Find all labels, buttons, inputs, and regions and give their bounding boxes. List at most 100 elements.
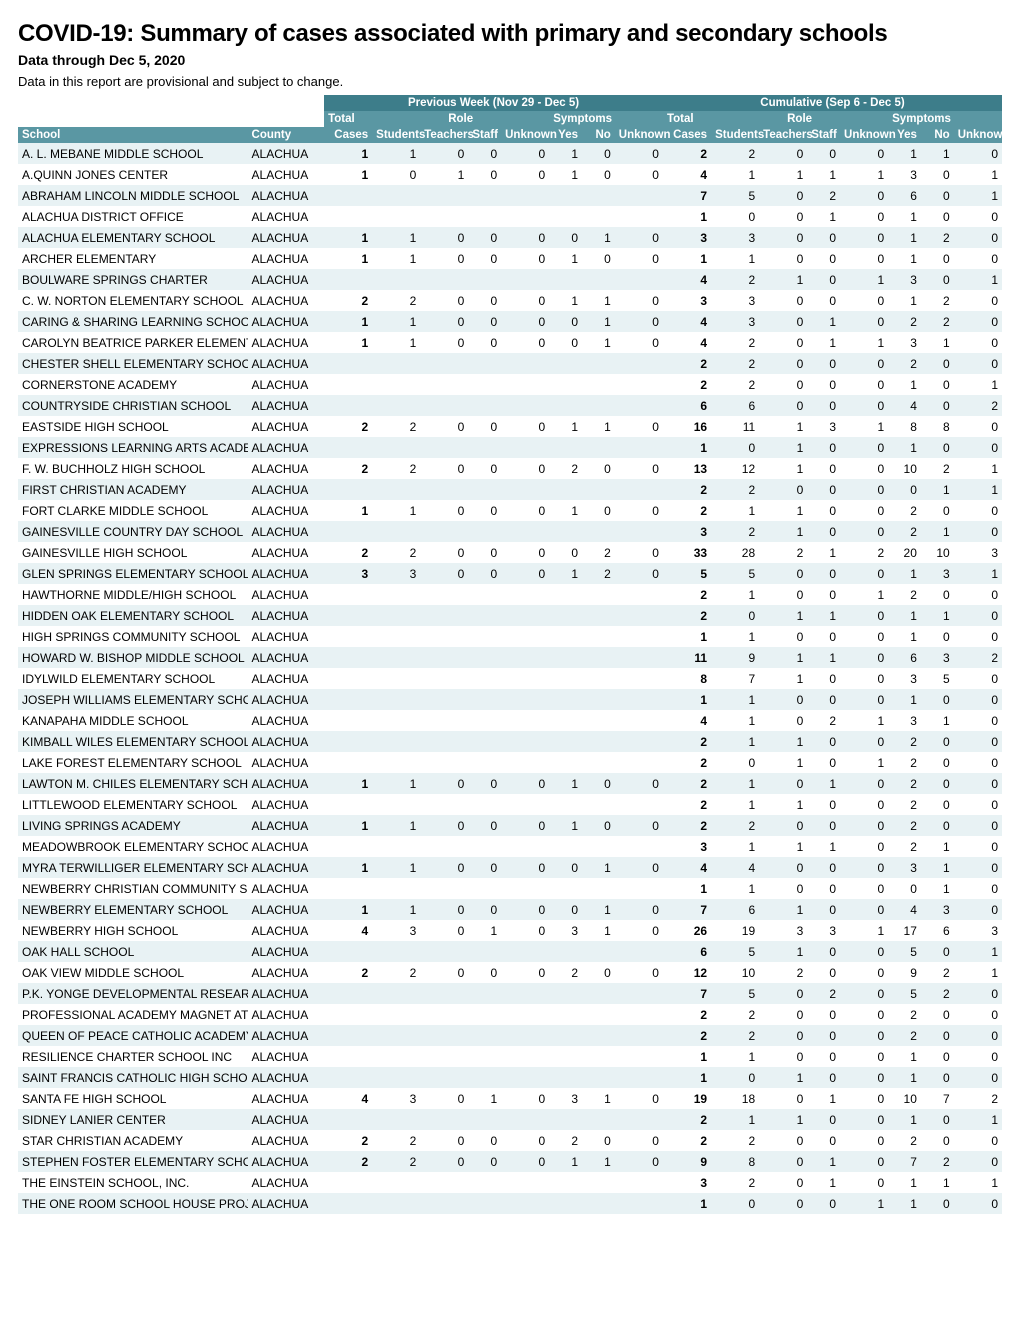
cell	[615, 1067, 663, 1088]
cell: 0	[468, 962, 501, 983]
hdr-prev-role: Role	[372, 111, 549, 127]
cell: 0	[468, 416, 501, 437]
cell: 1	[372, 332, 420, 353]
cell: 1	[759, 794, 807, 815]
cell: 1	[663, 206, 711, 227]
cell: ALACHUA	[248, 542, 325, 563]
cell: 2	[372, 1151, 420, 1172]
hdr-prev-total: Total	[324, 111, 372, 127]
cell: 2	[759, 542, 807, 563]
cell: 1	[420, 164, 468, 185]
cell: 0	[921, 185, 954, 206]
cell	[372, 752, 420, 773]
cell: 4	[888, 899, 921, 920]
cell	[615, 983, 663, 1004]
cell: 0	[615, 773, 663, 794]
cell: 1	[663, 1193, 711, 1214]
cell: 0	[711, 1067, 759, 1088]
cell: 0	[582, 500, 615, 521]
cell: 0	[954, 1004, 1002, 1025]
cell: 0	[807, 1193, 840, 1214]
table-row: IDYLWILD ELEMENTARY SCHOOLALACHUA8710035…	[18, 668, 1002, 689]
cell: ARCHER ELEMENTARY	[18, 248, 248, 269]
table-row: CORNERSTONE ACADEMYALACHUA22000101	[18, 374, 1002, 395]
col-p-cases: Cases	[324, 127, 372, 143]
cell: 1	[582, 416, 615, 437]
cell	[468, 689, 501, 710]
cell: 0	[807, 794, 840, 815]
cell: 0	[807, 353, 840, 374]
cell: 0	[954, 332, 1002, 353]
table-row: KANAPAHA MIDDLE SCHOOLALACHUA41021310	[18, 710, 1002, 731]
cell: 1	[840, 1193, 888, 1214]
cell: 0	[468, 500, 501, 521]
cell: 2	[921, 227, 954, 248]
cell: HOWARD W. BISHOP MIDDLE SCHOOL	[18, 647, 248, 668]
table-header: Previous Week (Nov 29 - Dec 5) Cumulativ…	[18, 95, 1002, 143]
cell: 0	[759, 1004, 807, 1025]
cell: ALACHUA	[248, 794, 325, 815]
cell: 11	[663, 647, 711, 668]
subtitle: Data through Dec 5, 2020	[18, 52, 1002, 68]
cell	[324, 626, 372, 647]
cell: 0	[468, 458, 501, 479]
cell	[324, 206, 372, 227]
hdr-prev-symptoms: Symptoms	[549, 111, 663, 127]
cell	[615, 626, 663, 647]
cell: 1	[921, 521, 954, 542]
cell: 28	[711, 542, 759, 563]
cell: ALACHUA	[248, 1109, 325, 1130]
cell: 0	[840, 1088, 888, 1109]
cell: 0	[582, 248, 615, 269]
cell	[582, 1172, 615, 1193]
cell: 1	[582, 1088, 615, 1109]
cell: CHESTER SHELL ELEMENTARY SCHOOL	[18, 353, 248, 374]
cell: 2	[663, 1004, 711, 1025]
cell	[468, 794, 501, 815]
cell	[549, 710, 582, 731]
cell: 0	[840, 353, 888, 374]
cell	[615, 1004, 663, 1025]
cell: ALACHUA	[248, 227, 325, 248]
cell	[582, 689, 615, 710]
cell: 1	[759, 458, 807, 479]
cell: 2	[888, 815, 921, 836]
cell: 0	[501, 248, 549, 269]
cell: 10	[921, 542, 954, 563]
cell: 0	[921, 731, 954, 752]
cell: 3	[759, 920, 807, 941]
cell: 2	[921, 290, 954, 311]
cell: 0	[468, 899, 501, 920]
cell	[372, 206, 420, 227]
cell: 11	[711, 416, 759, 437]
col-p-students: Students	[372, 127, 420, 143]
cell: ALACHUA	[248, 1130, 325, 1151]
cell: THE EINSTEIN SCHOOL, INC.	[18, 1172, 248, 1193]
cell: 1	[663, 689, 711, 710]
cell: 2	[921, 1151, 954, 1172]
cell: 3	[372, 1088, 420, 1109]
cell	[468, 710, 501, 731]
cell: GAINESVILLE COUNTRY DAY SCHOOL	[18, 521, 248, 542]
cell: 0	[501, 920, 549, 941]
cell: 1	[372, 248, 420, 269]
cell: ALACHUA	[248, 290, 325, 311]
cell: KIMBALL WILES ELEMENTARY SCHOOL	[18, 731, 248, 752]
cell: 2	[549, 1130, 582, 1151]
cell: 2	[921, 962, 954, 983]
cell: 1	[663, 1046, 711, 1067]
cell	[501, 878, 549, 899]
table-row: HIDDEN OAK ELEMENTARY SCHOOLALACHUA20110…	[18, 605, 1002, 626]
cell: 0	[759, 1172, 807, 1193]
cell: 1	[921, 710, 954, 731]
cell: 0	[840, 794, 888, 815]
cell: 0	[921, 941, 954, 962]
cell: 3	[549, 920, 582, 941]
cell	[420, 395, 468, 416]
cell: 0	[807, 458, 840, 479]
cell	[372, 1172, 420, 1193]
cell	[324, 269, 372, 290]
cell: 0	[615, 500, 663, 521]
cell: 0	[759, 290, 807, 311]
cell: ALACHUA	[248, 1004, 325, 1025]
